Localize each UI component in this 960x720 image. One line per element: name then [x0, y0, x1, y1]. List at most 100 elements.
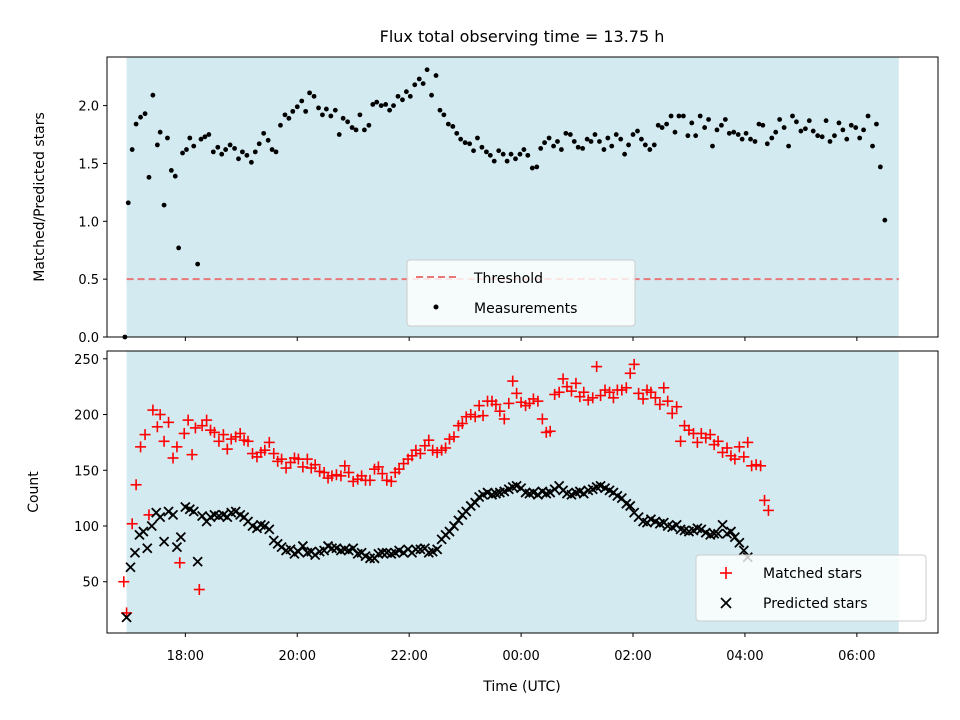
measurement-point	[184, 147, 189, 152]
top-plot-frame	[106, 56, 939, 338]
measurement-point	[176, 245, 182, 251]
measurement-point	[840, 127, 846, 133]
matched-star-point	[645, 386, 657, 398]
measurement-point	[441, 112, 447, 118]
matched-star-point	[494, 405, 506, 417]
measurement-point	[702, 125, 708, 130]
measurement-point	[154, 142, 160, 148]
measurement-point	[769, 135, 775, 141]
y-tick-label: 1.0	[78, 215, 99, 230]
measurement-point	[857, 135, 863, 141]
matched-star-point	[742, 436, 754, 448]
measurement-point	[450, 124, 456, 129]
top-x-ticks	[184, 337, 858, 341]
matched-star-point	[624, 367, 636, 379]
predicted-star-point	[171, 542, 183, 553]
measurement-point	[232, 146, 237, 151]
matched-star-point	[473, 400, 485, 412]
matched-star-point	[221, 443, 233, 455]
matched-star-point	[532, 395, 544, 407]
matched-star-point	[691, 436, 703, 448]
matched-star-point	[193, 584, 205, 596]
measurement-point	[882, 217, 888, 223]
predicted-star-point	[709, 528, 720, 539]
measurement-point	[626, 142, 631, 148]
measurement-point	[294, 104, 300, 110]
predicted-star-point	[121, 612, 132, 623]
matched-star-point	[385, 475, 397, 487]
measurement-point	[496, 148, 502, 154]
measurement-point	[240, 149, 245, 155]
matched-stars-series	[118, 358, 774, 619]
measurement-point	[563, 130, 569, 136]
measurement-point	[195, 261, 201, 267]
top-legend: Threshold Measurements	[406, 259, 636, 327]
measurement-point	[157, 129, 163, 135]
measurement-point	[739, 136, 745, 142]
matched-star-point	[616, 384, 628, 396]
matched-star-point	[259, 444, 271, 456]
matched-star-point	[675, 435, 687, 447]
matched-star-point	[309, 459, 321, 471]
measurement-point	[710, 143, 715, 149]
measurement-point	[340, 115, 346, 121]
measurement-point	[676, 113, 682, 119]
measurement-point	[592, 132, 598, 137]
matched-star-point	[511, 387, 523, 399]
matched-star-point	[364, 474, 376, 486]
measurement-point	[357, 112, 363, 118]
matched-star-point	[607, 392, 619, 404]
measurement-point	[374, 99, 380, 105]
measurement-point	[125, 200, 131, 206]
measurement-point	[286, 115, 292, 121]
measurement-point	[454, 130, 460, 136]
matched-star-point	[666, 407, 678, 419]
measurement-point	[874, 121, 879, 127]
bottom-legend: Matched stars Predicted stars	[695, 554, 927, 622]
predicted-star-point	[470, 497, 481, 508]
y-tick-label: 150	[74, 464, 99, 479]
matched-star-point	[587, 392, 599, 404]
measurement-point	[462, 140, 468, 146]
predicted-star-point	[158, 536, 170, 547]
measurement-point	[525, 152, 531, 158]
y-tick-label: 50	[82, 576, 99, 591]
matched-star-point	[465, 409, 477, 421]
matched-star-point	[419, 440, 431, 452]
measurement-point	[773, 129, 779, 135]
x-tick-label: 22:00	[390, 649, 427, 664]
matched-star-point	[620, 382, 632, 394]
measurement-point	[635, 128, 640, 134]
measurement-point	[420, 81, 426, 87]
matched-star-point	[381, 474, 393, 486]
measurement-point	[138, 114, 143, 120]
predicted-star-point	[167, 509, 179, 520]
bottom-legend-box	[695, 554, 927, 622]
predicted-star-point	[734, 537, 745, 548]
measurement-point	[269, 147, 275, 152]
bottom-panel: 50 100 150 200 250 18:00 20:00 22:00 00:00 02:00…	[26, 350, 939, 695]
measurement-point	[551, 143, 556, 149]
predicted-star-point	[129, 547, 141, 558]
matched-star-point	[628, 358, 640, 370]
matched-star-point	[372, 461, 384, 473]
matched-star-point	[139, 429, 151, 441]
measurement-point	[172, 173, 178, 179]
measurement-point	[726, 130, 732, 136]
measurement-point	[349, 125, 355, 130]
measurements-legend-label: Measurements	[474, 301, 577, 317]
measurement-point	[790, 113, 795, 119]
matched-star-point	[318, 466, 330, 478]
measurement-point	[370, 102, 376, 107]
measurement-point	[798, 128, 804, 134]
measurement-point	[500, 151, 506, 157]
measurement-point	[395, 93, 401, 99]
measurement-point	[567, 132, 573, 137]
matched-star-point	[477, 410, 489, 422]
measurement-point	[282, 112, 288, 118]
measurement-point	[487, 152, 493, 158]
measurement-point	[161, 202, 167, 208]
bottom-x-ticks: 18:00 20:00 22:00 00:00 02:00 04:00 06:00	[167, 633, 876, 664]
measurement-point	[558, 147, 564, 152]
